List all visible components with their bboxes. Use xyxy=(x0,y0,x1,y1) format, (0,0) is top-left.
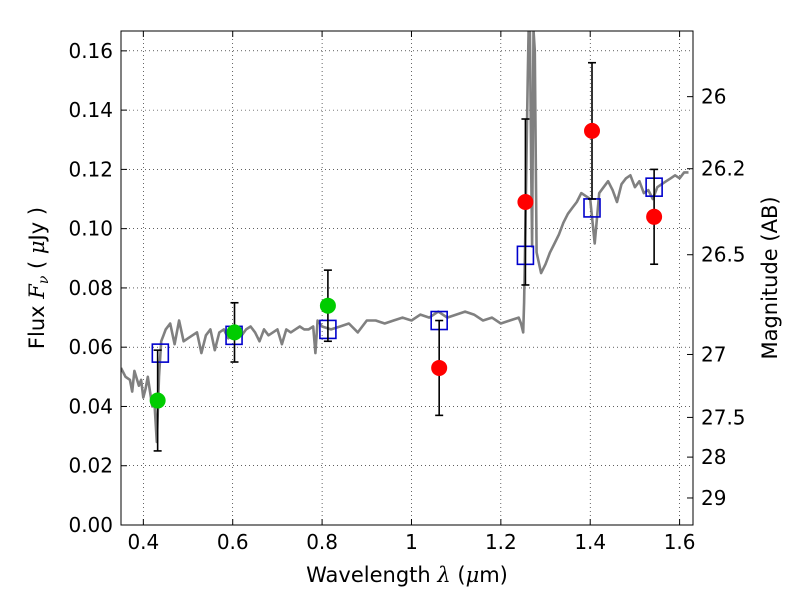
y2-tick-label: 28 xyxy=(701,445,726,469)
y-tick-label: 0.02 xyxy=(68,454,113,478)
y-tick-label: 0.10 xyxy=(68,217,113,241)
observed-flux-point xyxy=(431,359,448,376)
y-tick-label: 0.16 xyxy=(68,39,113,63)
y2-axis-label: Magnitude (AB) xyxy=(758,196,782,359)
plot-area xyxy=(121,31,689,452)
y2-tick-label: 27.5 xyxy=(701,405,746,429)
x-tick-label: 1.2 xyxy=(485,530,517,554)
x-tick-label: 1 xyxy=(405,530,418,554)
x-tick-label: 0.8 xyxy=(306,530,338,554)
axes-frame xyxy=(120,30,694,526)
y2-tick-label: 27 xyxy=(701,342,726,366)
y-tick-label: 0.12 xyxy=(68,157,113,181)
y-tick-label: 0.00 xyxy=(68,513,113,537)
observed-flux-point xyxy=(646,208,663,225)
sed-model-line xyxy=(121,31,689,444)
y-tick-label: 0.06 xyxy=(68,335,113,359)
y-tick-label: 0.04 xyxy=(68,394,113,418)
x-tick-label: 0.4 xyxy=(127,530,159,554)
y2-tick-label: 26.2 xyxy=(701,157,746,181)
x-tick-label: 1.6 xyxy=(664,530,696,554)
observed-flux-point xyxy=(584,122,601,139)
y2-tick-label: 26 xyxy=(701,85,726,109)
y2-tick-label: 29 xyxy=(701,486,726,510)
x-tick-label: 0.6 xyxy=(217,530,249,554)
y-axis-label: Flux Fν ( μJy ) xyxy=(25,207,52,349)
x-tick-label: 1.4 xyxy=(574,530,606,554)
x-axis-label: Wavelength λ (μm) xyxy=(306,563,508,587)
model-photometry-square xyxy=(151,343,170,363)
observed-flux-point xyxy=(226,324,243,341)
y-tick-label: 0.08 xyxy=(68,276,113,300)
ticks: 0.4 0.6 0.8 1 1.2 1.4 1.6 0.00 0.02 0.04 0.06 0.08 0… xyxy=(68,31,746,554)
y2-tick-label: 26.5 xyxy=(701,243,746,267)
observed-flux-point xyxy=(149,392,166,409)
observed-flux-point xyxy=(517,193,534,210)
y-tick-label: 0.14 xyxy=(68,98,113,122)
observed-flux-point xyxy=(319,297,336,314)
